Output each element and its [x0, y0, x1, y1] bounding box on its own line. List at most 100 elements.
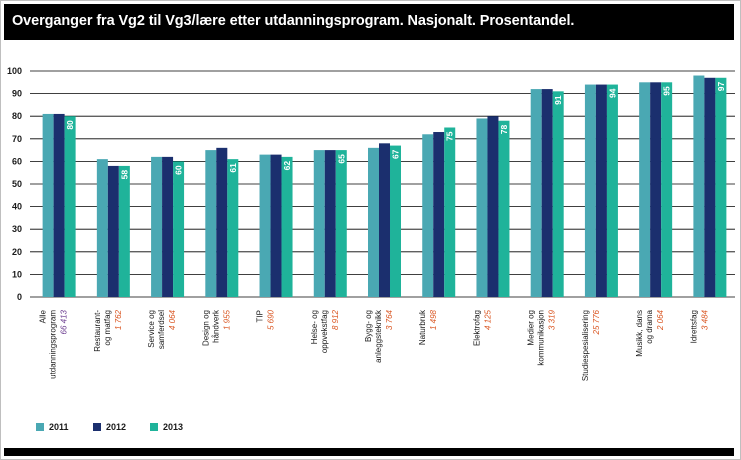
legend-label-2013: 2013	[163, 422, 184, 432]
data-label: 60	[174, 165, 184, 175]
data-label: 95	[662, 86, 672, 96]
category-count: 1 955	[222, 309, 231, 330]
data-label: 94	[607, 88, 617, 98]
bottom-bar	[4, 448, 734, 456]
data-label: 78	[499, 124, 509, 134]
category-count: 66 413	[60, 309, 69, 334]
bar-2011	[313, 150, 325, 297]
bar-2011	[151, 156, 163, 297]
bar-2012	[53, 113, 65, 297]
category-count: 3 319	[548, 309, 557, 330]
bar-2013	[281, 156, 293, 297]
legend-swatch-2012	[93, 423, 101, 431]
bar-2013	[64, 116, 76, 297]
y-tick-label: 80	[12, 111, 22, 121]
bar-2013	[444, 127, 456, 297]
category-label: Studiespesialisering	[581, 310, 590, 381]
legend-label-2011: 2011	[49, 422, 69, 432]
y-tick-label: 100	[7, 66, 22, 76]
legend-label-2012: 2012	[106, 422, 127, 432]
y-tick-label: 40	[12, 202, 22, 212]
category-count: 5 690	[267, 309, 276, 330]
category-label: TIP	[256, 310, 265, 322]
legend-swatch-2011	[36, 423, 44, 431]
bar-2013	[335, 150, 347, 297]
category-label: Naturbruk	[418, 309, 427, 345]
bar-2011	[42, 113, 54, 297]
data-label: 97	[716, 82, 726, 92]
data-label: 75	[445, 131, 455, 141]
bar-2012	[162, 156, 174, 297]
category-label: håndverk	[211, 309, 220, 343]
bar-2011	[639, 82, 651, 297]
category-label: Bygg- og	[364, 310, 373, 342]
category-count: 3 484	[700, 309, 709, 330]
data-label: 62	[282, 161, 292, 171]
bar-2012	[487, 116, 499, 297]
bar-2013	[498, 120, 510, 297]
category-label: og matfag	[103, 310, 112, 346]
category-label: Medier og	[527, 310, 536, 346]
chart-title: Overganger fra Vg2 til Vg3/lære etter ut…	[12, 13, 575, 29]
category-label: Idrettsfag	[689, 310, 698, 343]
data-label: 65	[336, 154, 346, 164]
legend-swatch-2013	[150, 423, 158, 431]
y-tick-label: 50	[12, 179, 22, 189]
data-label: 91	[553, 95, 563, 105]
category-label: Restaurant-	[93, 310, 102, 352]
bar-2012	[595, 84, 607, 297]
bar-2011	[422, 134, 434, 297]
category-count: 1 762	[114, 309, 123, 330]
category-label: anleggsteknikk	[374, 309, 383, 363]
category-count: 25 776	[592, 309, 601, 335]
bar-2013	[173, 161, 185, 297]
bar-2012	[704, 77, 716, 297]
category-label: oppvekstfag	[320, 310, 329, 353]
bar-2013	[552, 91, 564, 297]
data-label: 58	[119, 170, 129, 180]
bar-2012	[433, 132, 445, 297]
bar-2012	[379, 143, 390, 297]
category-label: kommunikasjon	[537, 310, 546, 366]
bar-2011	[693, 75, 705, 298]
bar-2011	[205, 150, 217, 297]
category-count: 3 764	[385, 309, 394, 330]
bar-2011	[368, 147, 379, 297]
category-label: og drama	[645, 309, 654, 343]
bar-2011	[259, 154, 271, 297]
bar-2013	[118, 165, 130, 297]
category-label: utdanningsprogram	[49, 310, 58, 379]
y-tick-label: 60	[12, 156, 22, 166]
data-label: 67	[391, 149, 401, 159]
title-bar: Overganger fra Vg2 til Vg3/lære etter ut…	[4, 4, 734, 40]
bar-2012	[541, 89, 553, 297]
y-tick-label: 90	[12, 89, 22, 99]
data-label: 61	[228, 163, 238, 173]
y-tick-label: 70	[12, 134, 22, 144]
bar-2011	[584, 84, 596, 297]
category-count: 4 125	[483, 309, 492, 330]
category-label: Musikk, dans	[635, 310, 644, 357]
bar-2013	[606, 84, 618, 297]
bar-2013	[390, 145, 401, 297]
category-count: 8 912	[331, 309, 340, 330]
category-label: Alle	[39, 309, 48, 323]
bar-2011	[476, 118, 488, 298]
bar-2012	[324, 150, 336, 297]
bar-2012	[650, 82, 662, 297]
bar-2011	[530, 89, 542, 297]
bar-2013	[227, 159, 239, 297]
bar-2012	[270, 154, 282, 297]
category-label: Service og	[147, 310, 156, 348]
y-tick-label: 30	[12, 224, 22, 234]
bar-2011	[96, 159, 108, 297]
y-tick-label: 10	[12, 269, 22, 279]
category-label: Design og	[201, 310, 210, 346]
bar-2013	[661, 82, 673, 297]
category-label: Elektrofag	[472, 310, 481, 346]
category-label: samferdsel	[157, 310, 166, 349]
bar-2013	[715, 77, 727, 297]
bar-2012	[107, 165, 119, 297]
category-label: Helse- og	[310, 310, 319, 344]
category-count: 1 498	[429, 309, 438, 330]
